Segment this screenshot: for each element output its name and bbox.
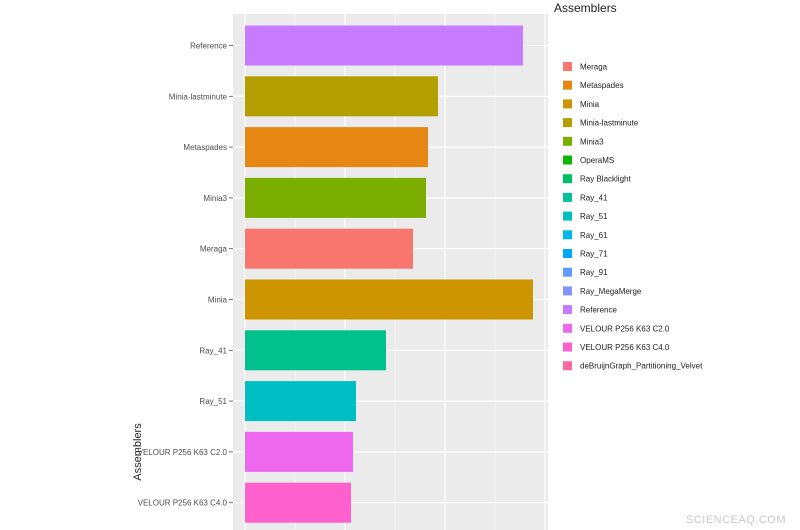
legend-swatch <box>563 62 572 71</box>
y-tick-label: Ray_41 <box>199 346 227 355</box>
legend-swatch <box>563 211 572 221</box>
legend-swatch <box>563 361 572 371</box>
y-tick-label: Minia <box>208 296 228 305</box>
legend-swatch <box>563 118 572 128</box>
legend-label: Ray_61 <box>580 231 608 240</box>
bar <box>245 127 428 168</box>
legend-label: Ray_91 <box>580 268 608 277</box>
bar <box>245 431 353 472</box>
y-tick-label: Meraga <box>200 245 228 254</box>
y-tick-label: Ray_51 <box>199 397 227 406</box>
bar <box>245 330 386 371</box>
y-tick-label: Reference <box>190 42 227 51</box>
watermark-text: SCIENCEAQ.COM <box>685 514 786 526</box>
legend: Meraga Metaspades Minia Minia-lastminute Min… <box>563 62 703 371</box>
bar <box>245 177 426 218</box>
bars <box>245 25 533 523</box>
y-tick-label: VELOUR P256 K63 C2.0 <box>138 448 228 457</box>
bar <box>245 279 533 320</box>
legend-label: Ray_41 <box>580 193 608 202</box>
legend-swatch <box>563 136 572 146</box>
legend-label: Meraga <box>580 63 608 72</box>
legend-swatch <box>563 99 572 109</box>
legend-label: deBruijnGraph_Partitioning_Velvet <box>580 362 703 371</box>
bar <box>245 381 356 422</box>
legend-title: Assemblers <box>554 1 617 15</box>
legend-label: Metaspades <box>580 81 624 90</box>
y-tick-label: Minia-lastminute <box>169 92 228 101</box>
y-axis-title: Assemblers <box>132 423 144 481</box>
legend-swatch <box>563 192 572 202</box>
legend-swatch <box>563 174 572 184</box>
legend-label: Ray_51 <box>580 212 608 221</box>
legend-label: Ray Blacklight <box>580 175 631 184</box>
legend-swatch <box>563 80 572 90</box>
bar <box>245 482 351 523</box>
y-tick-label: Metaspades <box>183 143 227 152</box>
legend-label: Ray_71 <box>580 250 608 259</box>
legend-label: Reference <box>580 306 617 315</box>
legend-swatch <box>563 249 572 258</box>
bar <box>245 228 413 269</box>
legend-label: OperaMS <box>580 156 614 165</box>
legend-label: VELOUR P256 K63 C2.0 <box>580 324 670 333</box>
legend-swatch <box>563 305 572 315</box>
legend-swatch <box>563 323 572 333</box>
legend-swatch <box>563 230 572 240</box>
legend-label: VELOUR P256 K63 C4.0 <box>580 343 670 352</box>
bar <box>245 76 438 117</box>
y-tick-label: VELOUR P256 K63 C4.0 <box>138 499 228 508</box>
legend-label: Minia3 <box>580 137 604 146</box>
legend-swatch <box>563 286 572 296</box>
legend-label: Ray_MegaMerge <box>580 287 642 296</box>
y-tick-label: Minia3 <box>203 194 227 203</box>
bar <box>245 25 523 66</box>
legend-swatch <box>563 267 572 277</box>
legend-swatch <box>563 155 572 165</box>
legend-label: Minia-lastminute <box>580 119 639 128</box>
legend-swatch <box>563 342 572 352</box>
y-axis-ticks: Reference Minia-lastminute Metaspades Minia… <box>138 42 233 508</box>
legend-label: Minia <box>580 100 600 109</box>
